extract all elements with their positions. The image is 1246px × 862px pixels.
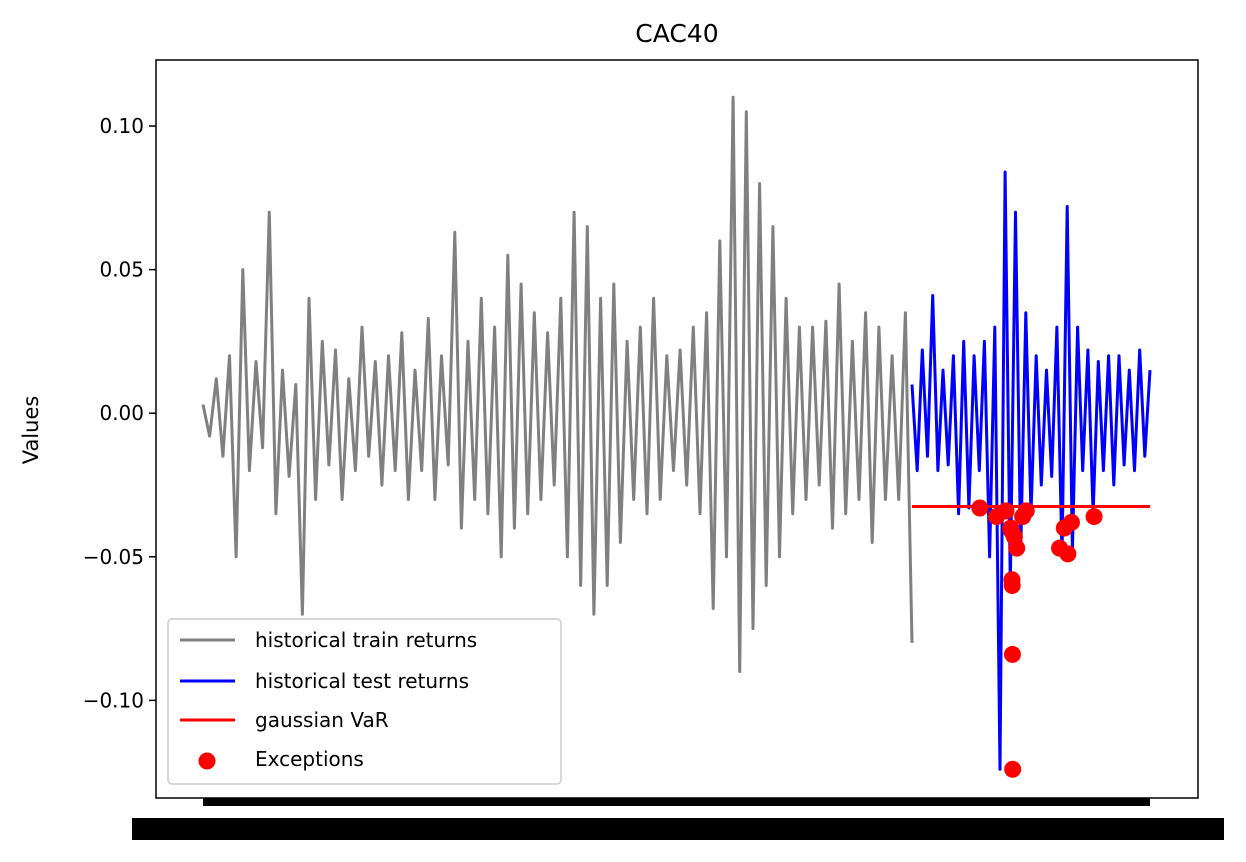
- plot-frame: [155, 59, 1199, 799]
- y-axis-label: Values: [19, 396, 43, 465]
- y-tick-label: 0.00: [99, 401, 144, 425]
- exception-point: [1003, 645, 1021, 663]
- legend-box: [167, 618, 562, 785]
- y-tick-label: −0.05: [83, 545, 144, 569]
- chart-title: CAC40: [635, 19, 718, 48]
- exception-point: [1062, 513, 1080, 531]
- series-line-train: [201, 95, 914, 674]
- y-axis: −0.10 −0.05 0.00 0.05 0.10: [83, 114, 156, 712]
- exception-point: [1004, 760, 1022, 778]
- x-tick-labels: [132, 818, 1224, 840]
- y-tick-label: 0.10: [99, 114, 144, 138]
- exception-point: [971, 499, 989, 517]
- series-layer: [201, 95, 1152, 778]
- exception-point: [1085, 508, 1103, 526]
- exception-point: [1008, 539, 1026, 557]
- legend: historical train returns historical test …: [167, 618, 562, 785]
- legend-label: historical test returns: [255, 669, 469, 693]
- exception-point: [1017, 502, 1035, 520]
- y-tick-label: −0.10: [83, 688, 144, 712]
- exception-point: [1003, 577, 1021, 595]
- legend-marker: [198, 752, 216, 770]
- x-axis: [132, 798, 1224, 840]
- exception-point: [1059, 545, 1077, 563]
- legend-label: historical train returns: [255, 628, 477, 652]
- legend-label: gaussian VaR: [255, 708, 389, 732]
- legend-label: Exceptions: [255, 747, 364, 771]
- y-tick-label: 0.05: [99, 258, 144, 282]
- x-ticks: [203, 798, 1150, 806]
- exception-point: [997, 502, 1015, 520]
